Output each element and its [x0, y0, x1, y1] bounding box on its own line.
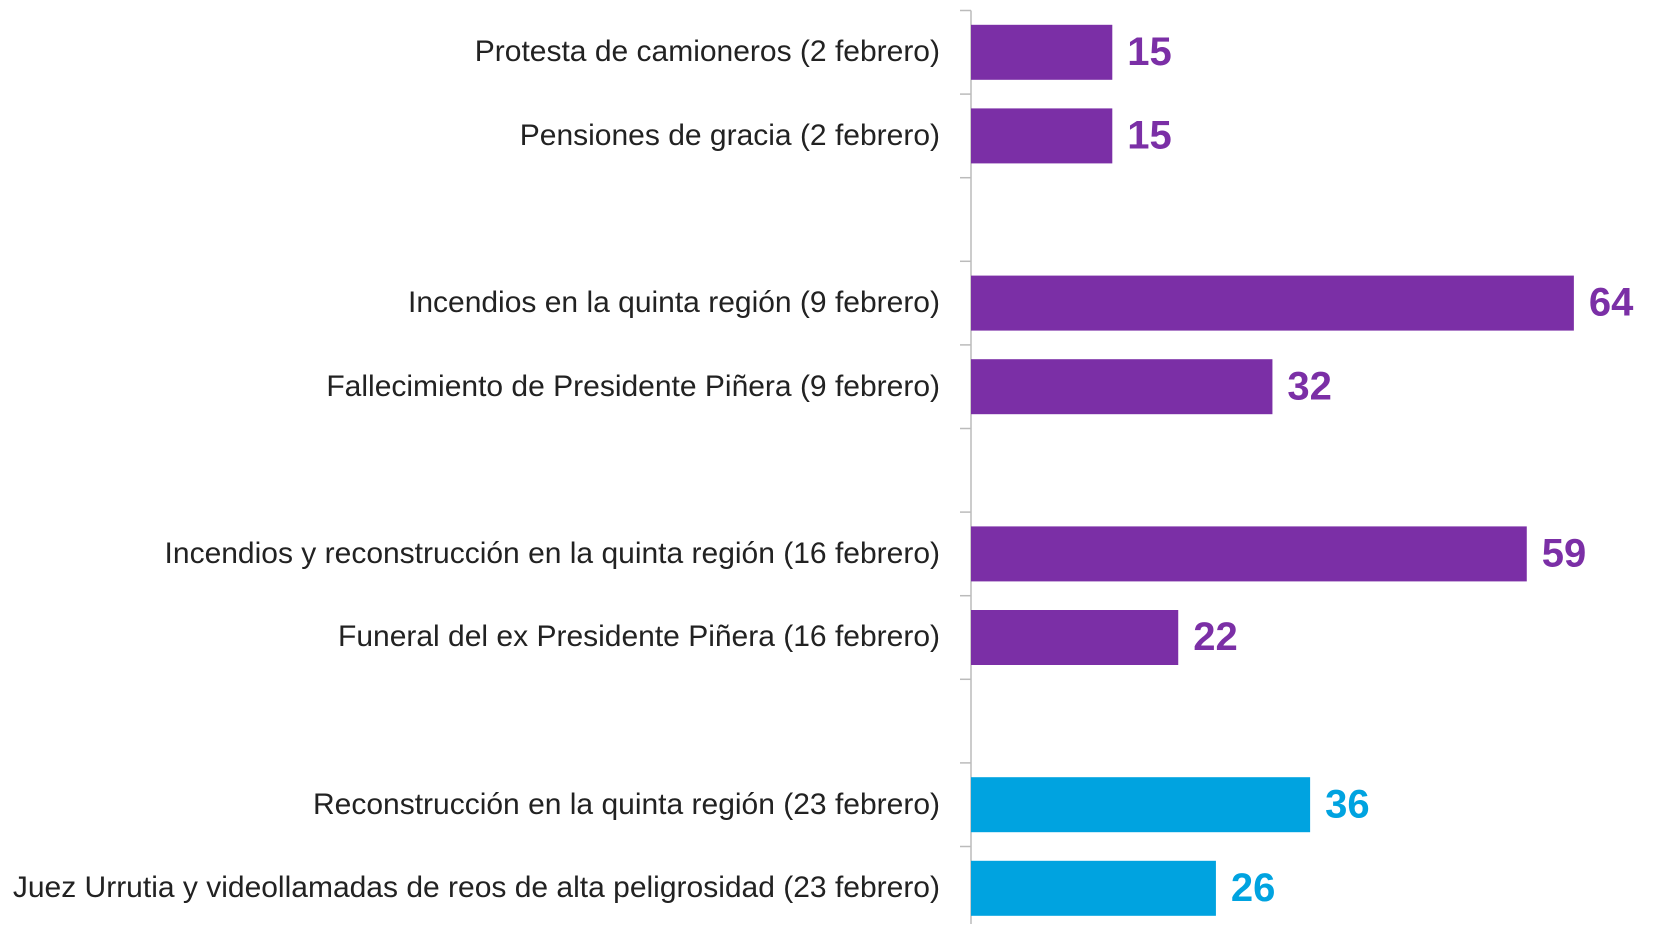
category-label: Reconstrucción en la quinta región (23 f…	[0, 763, 940, 847]
value-label: 64	[1589, 281, 1634, 325]
bar	[971, 861, 1216, 916]
bar	[971, 108, 1112, 163]
bar	[971, 526, 1527, 581]
value-label: 15	[1127, 113, 1172, 157]
category-label: Fallecimiento de Presidente Piñera (9 fe…	[0, 345, 940, 429]
category-label: Incendios y reconstrucción en la quinta …	[0, 512, 940, 596]
bar	[971, 25, 1112, 80]
bar	[971, 777, 1310, 832]
value-label: 22	[1193, 615, 1238, 659]
bar	[971, 610, 1178, 665]
bar	[971, 359, 1272, 414]
bar	[971, 276, 1574, 331]
value-label: 36	[1325, 782, 1370, 826]
category-label: Incendios en la quinta región (9 febrero…	[0, 261, 940, 345]
value-label: 59	[1542, 531, 1587, 575]
category-label: Juez Urrutia y videollamadas de reos de …	[0, 847, 940, 930]
category-label: Funeral del ex Presidente Piñera (16 feb…	[0, 596, 940, 680]
value-label: 32	[1287, 364, 1332, 408]
category-label: Protesta de camioneros (2 febrero)	[0, 11, 940, 95]
category-label: Pensiones de gracia (2 febrero)	[0, 94, 940, 178]
value-label: 15	[1127, 30, 1172, 74]
value-label: 26	[1231, 866, 1276, 910]
